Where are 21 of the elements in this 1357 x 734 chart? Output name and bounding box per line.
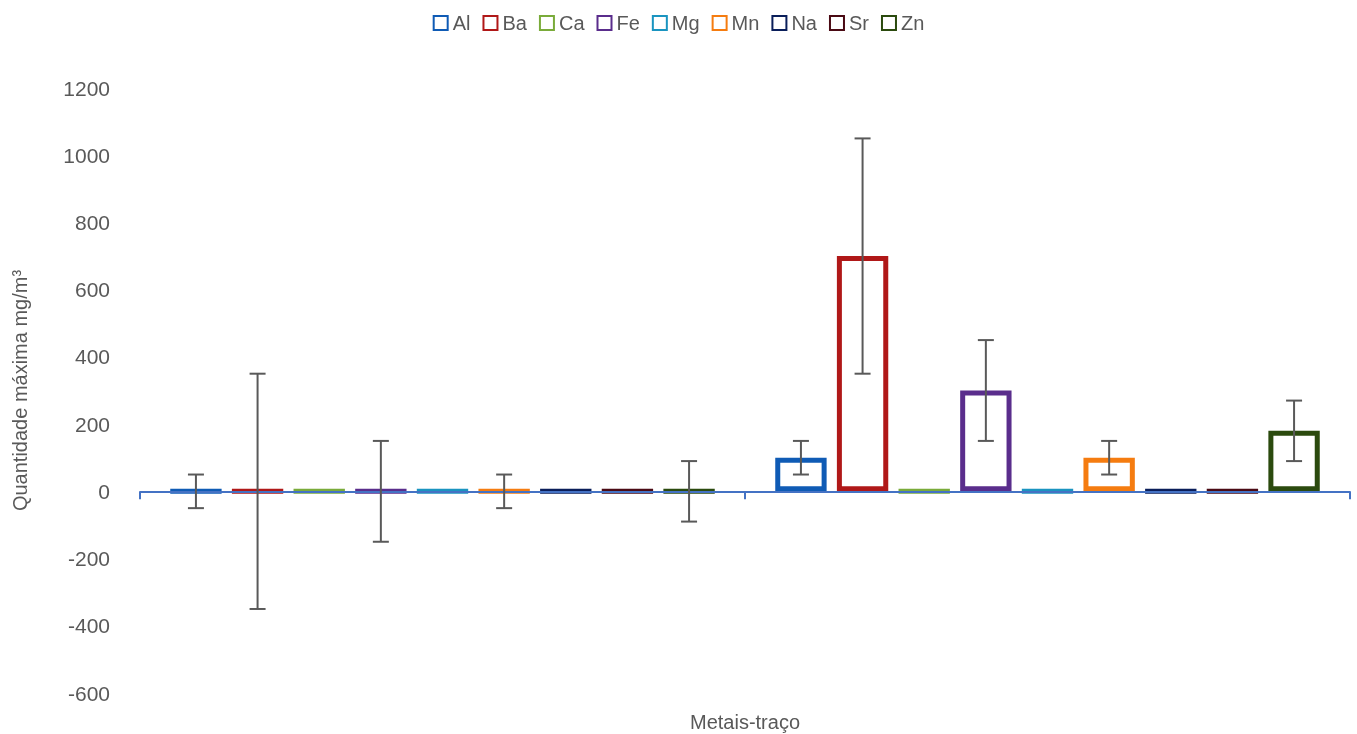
legend-label: Fe	[616, 12, 640, 34]
y-tick-label: 800	[74, 210, 110, 234]
y-tick-label: 400	[74, 345, 110, 369]
legend-label: Zn	[900, 12, 925, 34]
y-tick-label: 1000	[63, 143, 110, 167]
y-tick-label: -400	[67, 614, 110, 638]
legend-label: Mn	[731, 12, 760, 34]
y-tick-label: -200	[67, 547, 110, 571]
y-tick-label: -600	[67, 681, 110, 705]
legend-label: Ca	[558, 12, 586, 34]
y-tick-label: 1200	[63, 76, 110, 100]
y-tick-label: 200	[74, 412, 110, 436]
legend-label: Ba	[502, 12, 528, 34]
y-axis-title: Quantidade máxima mg/m³	[9, 269, 31, 512]
legend-label: Na	[791, 12, 818, 34]
legend-label: Al	[452, 12, 471, 34]
x-axis-title: Metais-traço	[689, 711, 801, 733]
y-tick-label: 0	[98, 479, 110, 503]
y-tick-label: 600	[74, 278, 110, 302]
legend-label: Mg	[671, 12, 700, 34]
legend-label: Sr	[848, 12, 870, 34]
